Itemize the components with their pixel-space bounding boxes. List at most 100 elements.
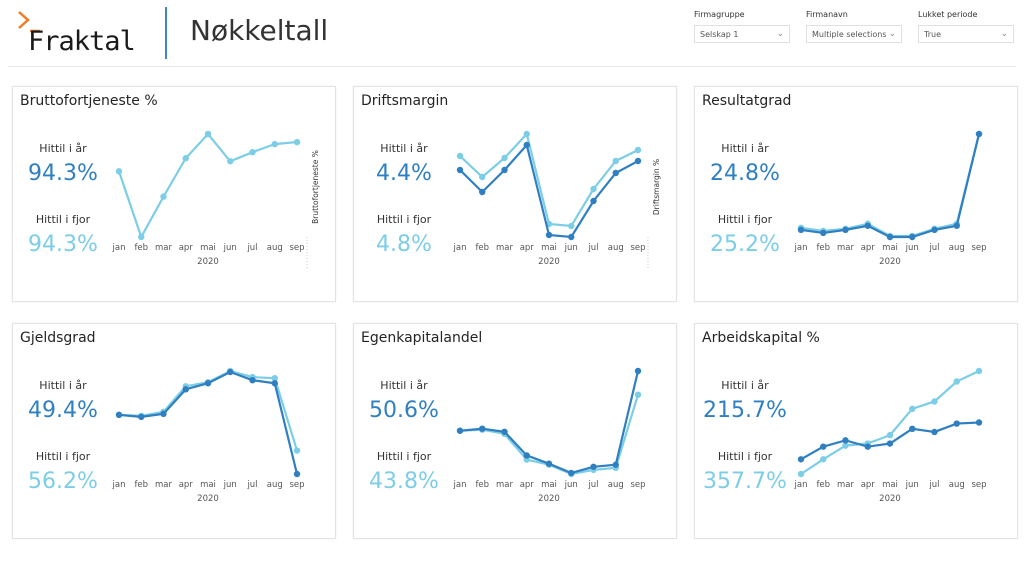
data-point[interactable] [138, 233, 145, 241]
data-point[interactable] [501, 154, 508, 162]
data-point[interactable] [842, 226, 849, 234]
data-point[interactable] [886, 233, 894, 241]
data-point[interactable] [138, 413, 145, 421]
data-point[interactable] [864, 443, 871, 450]
data-point[interactable] [797, 470, 805, 478]
x-tick-label: mar [837, 243, 854, 253]
data-point[interactable] [249, 148, 256, 156]
data-point[interactable] [456, 152, 464, 160]
data-point[interactable] [204, 130, 212, 138]
slicer-dropdown[interactable]: Multiple selections ⌄ [806, 25, 902, 43]
data-point[interactable] [479, 425, 486, 432]
data-point[interactable] [456, 427, 464, 434]
data-point[interactable] [590, 463, 597, 470]
last-year-value: 25.2% [710, 232, 780, 257]
data-point[interactable] [523, 452, 530, 459]
data-point[interactable] [931, 398, 938, 405]
data-point[interactable] [568, 469, 575, 477]
x-tick-label: jun [905, 480, 919, 490]
data-point[interactable] [909, 405, 916, 413]
x-tick-label: mar [496, 480, 513, 490]
data-point[interactable] [293, 470, 301, 478]
data-point[interactable] [545, 460, 553, 467]
data-point[interactable] [115, 411, 123, 419]
data-point[interactable] [975, 419, 983, 426]
data-point[interactable] [612, 461, 619, 468]
x-tick-label: jan [794, 480, 808, 490]
data-point[interactable] [204, 380, 212, 387]
data-point[interactable] [612, 157, 619, 165]
data-point[interactable] [634, 367, 642, 375]
data-point[interactable] [501, 428, 508, 435]
data-point[interactable] [182, 155, 189, 162]
data-point[interactable] [634, 157, 642, 165]
data-point[interactable] [568, 222, 575, 230]
data-point[interactable] [293, 138, 301, 146]
data-point[interactable] [886, 431, 894, 439]
data-point[interactable] [820, 443, 827, 450]
x-tick-label: mar [155, 243, 172, 253]
x-tick-label: feb [475, 480, 489, 490]
series-line-1 [118, 370, 299, 475]
this-year-label: Hittil i år [721, 379, 769, 392]
data-point[interactable] [612, 169, 619, 177]
data-point[interactable] [797, 226, 805, 234]
slicer-value: Multiple selections [812, 29, 887, 39]
slicer-dropdown[interactable]: Selskap 1 ⌄ [694, 25, 790, 43]
header-divider [165, 7, 167, 59]
data-point[interactable] [953, 420, 960, 427]
data-point[interactable] [931, 428, 938, 436]
line-chart: jan feb mar apr mai jun jul aug sep 2020 Driftsmar… [453, 130, 661, 269]
x-tick-label: apr [861, 243, 876, 253]
this-year-label: Hittil i år [39, 142, 87, 155]
x-tick-label: mar [496, 243, 513, 253]
x-tick-label: feb [134, 243, 148, 253]
data-point[interactable] [293, 447, 301, 454]
data-point[interactable] [886, 440, 894, 447]
data-point[interactable] [479, 188, 486, 196]
data-point[interactable] [271, 374, 278, 382]
data-point[interactable] [909, 233, 916, 241]
data-point[interactable] [479, 173, 486, 181]
data-point[interactable] [864, 222, 871, 229]
data-point[interactable] [953, 222, 960, 229]
data-point[interactable] [842, 442, 849, 449]
data-point[interactable] [953, 378, 960, 385]
x-tick-label: jun [905, 243, 919, 253]
data-point[interactable] [182, 386, 189, 393]
data-point[interactable] [975, 130, 983, 138]
x-tick-label: jun [564, 243, 578, 253]
data-point[interactable] [590, 185, 597, 193]
page-title: Nøkkeltall [190, 14, 329, 47]
data-point[interactable] [160, 193, 167, 200]
data-point[interactable] [842, 437, 849, 444]
data-point[interactable] [909, 425, 916, 433]
data-point[interactable] [820, 456, 827, 463]
data-point[interactable] [271, 140, 278, 148]
data-point[interactable] [590, 197, 597, 205]
data-point[interactable] [634, 391, 642, 398]
data-point[interactable] [227, 158, 234, 165]
x-tick-label: jun [564, 480, 578, 490]
data-point[interactable] [820, 229, 827, 237]
data-point[interactable] [545, 231, 553, 239]
data-point[interactable] [115, 168, 123, 175]
data-point[interactable] [634, 146, 642, 154]
data-point[interactable] [227, 368, 234, 376]
data-point[interactable] [523, 130, 530, 138]
this-year-value: 49.4% [28, 398, 98, 423]
data-point[interactable] [975, 367, 983, 375]
data-point[interactable] [249, 376, 256, 384]
data-point[interactable] [523, 141, 530, 149]
x-tick-label: aug [608, 480, 624, 490]
data-point[interactable] [271, 380, 278, 387]
data-point[interactable] [456, 166, 464, 174]
data-point[interactable] [797, 456, 805, 463]
x-tick-label: aug [949, 480, 965, 490]
data-point[interactable] [568, 233, 575, 241]
data-point[interactable] [931, 226, 938, 234]
slicer-dropdown[interactable]: True ⌄ [918, 25, 1014, 43]
x-tick-label: aug [949, 243, 965, 253]
data-point[interactable] [160, 410, 167, 418]
data-point[interactable] [501, 166, 508, 174]
